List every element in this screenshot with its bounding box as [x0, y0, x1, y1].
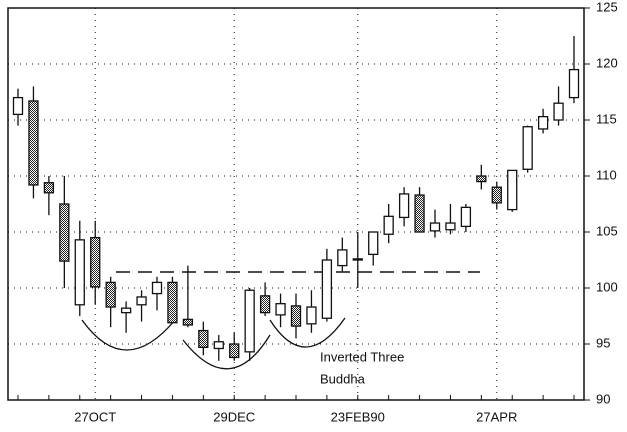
candle-body	[352, 258, 363, 261]
candle-body	[259, 295, 271, 314]
candle-body	[491, 186, 502, 204]
candle-body	[43, 182, 55, 194]
arc	[81, 319, 176, 351]
candle-body	[368, 231, 379, 256]
x-tick-label: 29DEC	[213, 409, 255, 424]
arc	[269, 317, 346, 348]
candle-body	[460, 206, 472, 228]
candle-body	[136, 296, 147, 306]
candle-body	[74, 239, 85, 306]
candle-body	[213, 341, 224, 350]
candle-body	[182, 318, 194, 326]
arc	[182, 334, 271, 370]
candle-body	[244, 289, 255, 353]
candle-body	[321, 259, 333, 319]
y-tick-label: 115	[596, 111, 617, 126]
y-tick-label: 90	[596, 391, 610, 406]
y-tick-label: 120	[596, 55, 618, 70]
candle-body	[507, 169, 518, 211]
candle-body	[568, 68, 580, 99]
candle-body	[28, 100, 39, 186]
candle-body	[229, 343, 240, 359]
candle-body	[290, 305, 302, 327]
candle-body	[90, 236, 101, 288]
candle-body	[151, 281, 163, 295]
candle-body	[383, 215, 394, 235]
candle-body	[12, 96, 24, 116]
candle-body	[306, 306, 317, 325]
candle-body	[414, 194, 425, 233]
x-tick-label: 27OCT	[74, 409, 116, 424]
candle-body	[167, 281, 178, 324]
y-tick-label: 95	[596, 335, 610, 350]
y-tick-label: 125	[596, 0, 618, 14]
candle-body	[120, 307, 132, 314]
candle-body	[553, 102, 564, 121]
candle-body	[275, 303, 286, 316]
candle-body	[522, 126, 533, 170]
candle-body	[398, 193, 410, 219]
candle-body	[105, 281, 116, 308]
y-tick-label: 110	[596, 167, 617, 182]
candle-body	[198, 329, 209, 349]
plot-frame	[7, 7, 585, 401]
annotation: Buddha	[320, 371, 366, 386]
x-tick-label: 23FEB90	[331, 409, 385, 424]
candle-body	[59, 203, 70, 262]
candle-body	[429, 222, 441, 232]
y-tick-label: 105	[596, 223, 618, 238]
candle-body	[445, 222, 456, 231]
candle-body	[476, 175, 487, 183]
y-tick-label: 100	[596, 279, 618, 294]
x-tick-label: 27APR	[476, 409, 517, 424]
annotation: Inverted Three	[320, 349, 404, 364]
candle-body	[537, 115, 549, 130]
candle-body	[337, 249, 348, 267]
